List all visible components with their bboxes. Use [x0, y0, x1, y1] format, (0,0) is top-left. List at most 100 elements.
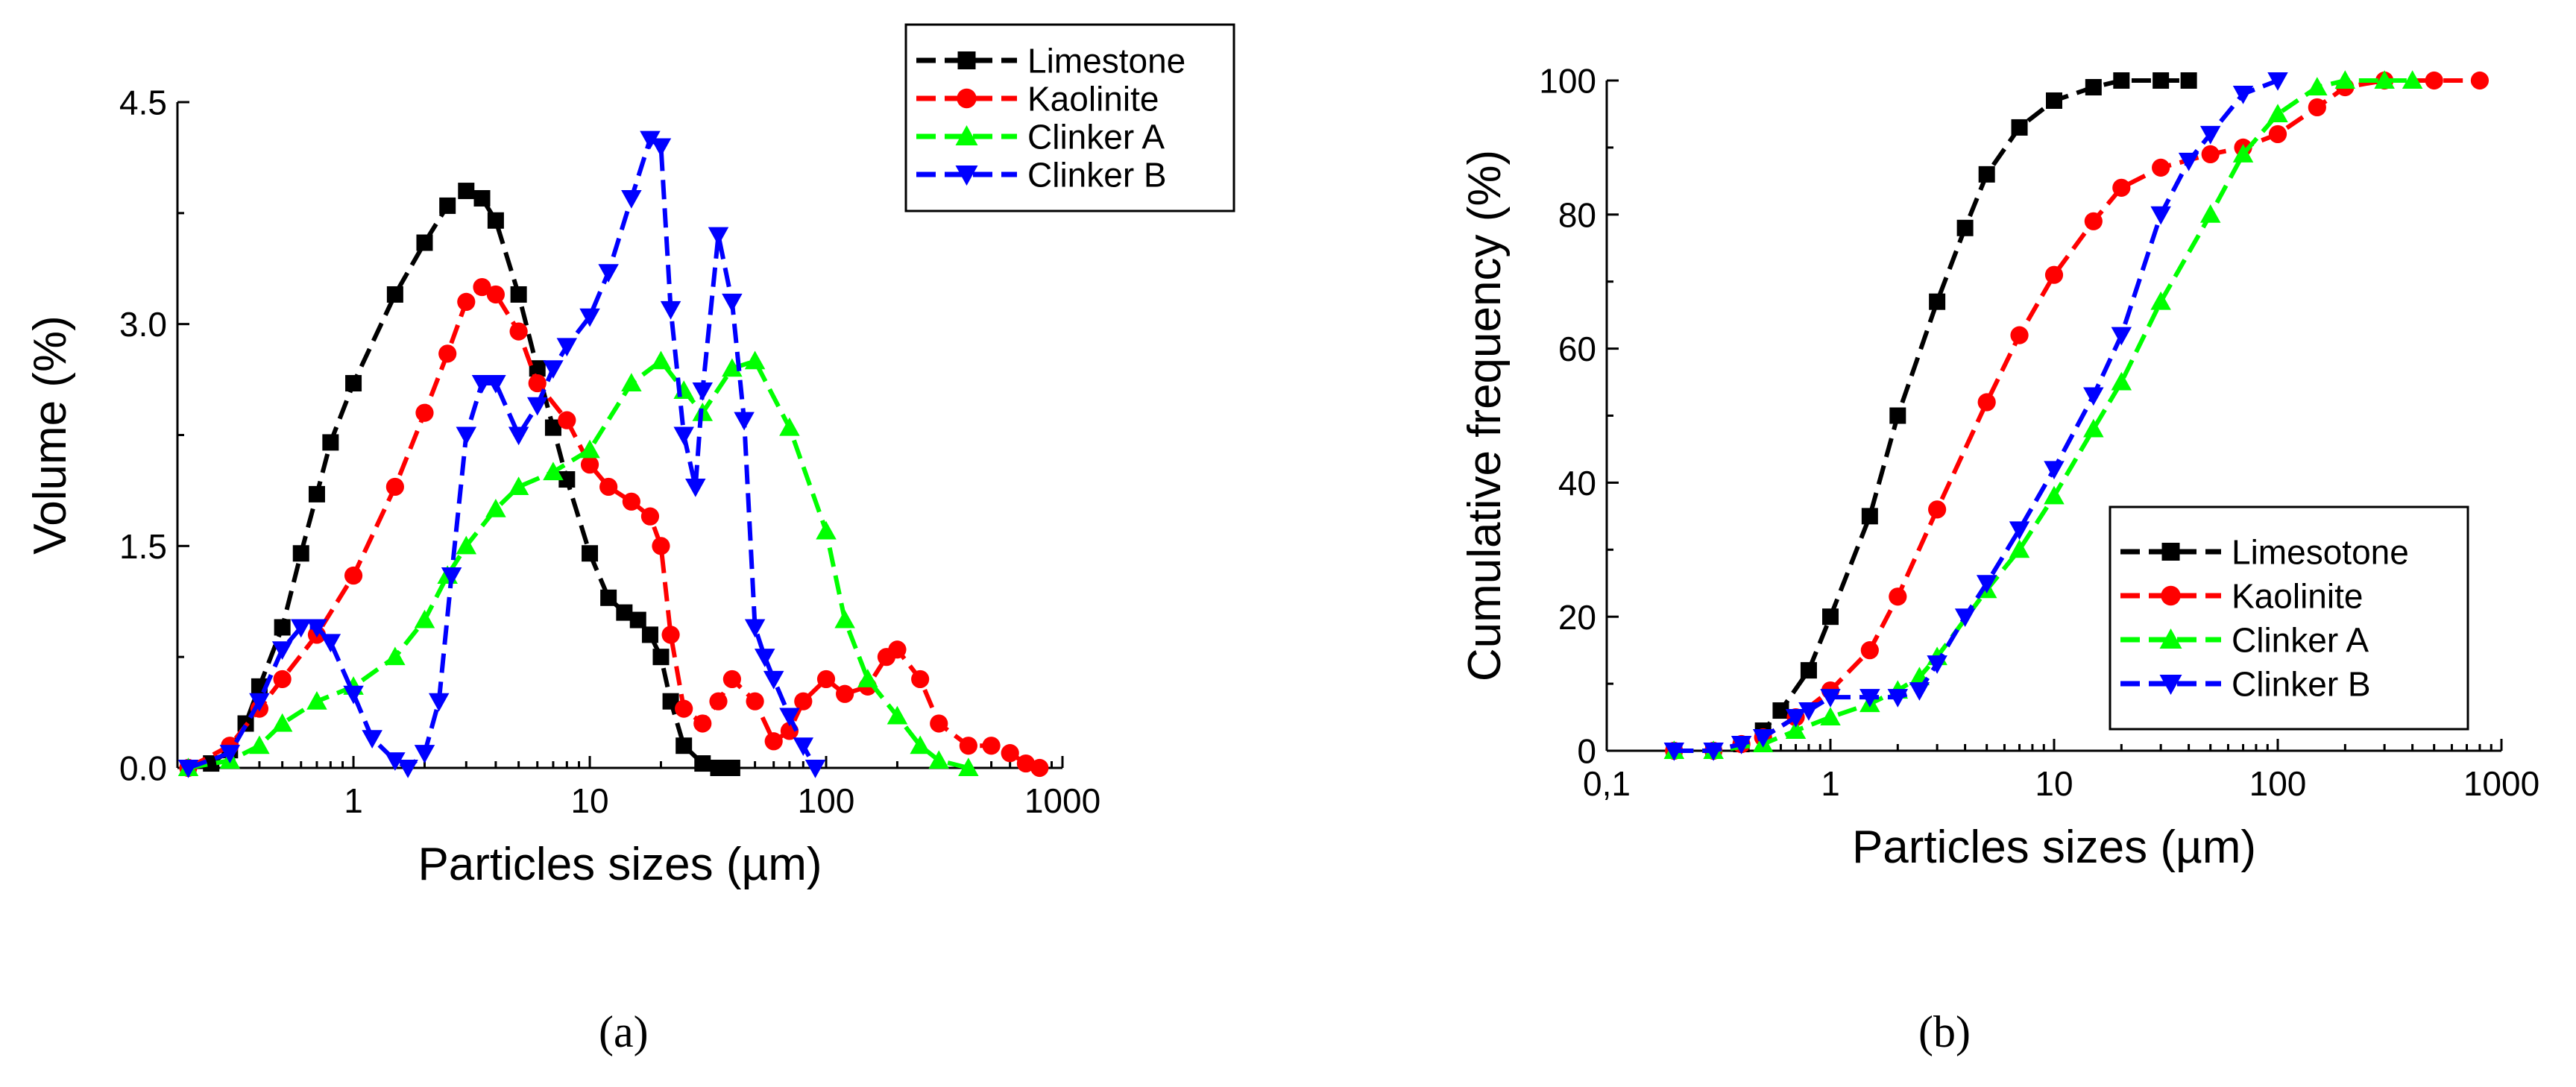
- x-tick-label: 1: [1821, 764, 1840, 803]
- data-point: [2180, 72, 2197, 89]
- data-point: [982, 737, 1001, 755]
- data-point: [1820, 689, 1841, 708]
- data-point: [271, 641, 293, 660]
- data-point: [2150, 291, 2171, 310]
- data-point: [1956, 219, 1974, 236]
- data-point: [2153, 72, 2170, 89]
- data-point: [1889, 407, 1906, 424]
- y-tick-label: 1.5: [119, 527, 167, 566]
- data-point: [754, 649, 775, 667]
- data-point: [2267, 72, 2288, 91]
- data-point: [2083, 387, 2104, 406]
- series-line: [187, 285, 1041, 770]
- data-point: [661, 626, 680, 644]
- data-point: [2334, 70, 2356, 89]
- data-point: [676, 737, 693, 754]
- data-point: [219, 745, 241, 763]
- data-point: [641, 626, 658, 643]
- y-tick-label: 3.0: [119, 305, 167, 344]
- data-point: [2308, 98, 2326, 117]
- data-point: [2011, 119, 2028, 136]
- y-tick-label: 100: [1539, 62, 1596, 101]
- data-point: [804, 760, 826, 778]
- data-point: [2425, 71, 2443, 90]
- data-point: [2111, 371, 2132, 391]
- data-point: [579, 308, 600, 327]
- data-point: [910, 735, 930, 754]
- data-point: [456, 426, 477, 446]
- data-point: [471, 375, 493, 394]
- data-point: [930, 714, 948, 733]
- data-point: [2083, 418, 2104, 438]
- data-point: [616, 604, 633, 621]
- data-point: [959, 737, 977, 755]
- data-point: [2044, 485, 2065, 505]
- data-point: [456, 535, 477, 555]
- data-point: [385, 646, 406, 666]
- data-point: [764, 732, 783, 751]
- data-point: [457, 292, 476, 311]
- data-point: [1977, 393, 1996, 412]
- data-point: [273, 669, 292, 689]
- data-point: [629, 611, 646, 628]
- data-point: [2470, 71, 2490, 90]
- data-point: [673, 426, 694, 446]
- data-point: [887, 705, 908, 725]
- data-point: [709, 692, 728, 711]
- data-point: [487, 212, 504, 229]
- data-point: [510, 286, 527, 303]
- legend: Limesotone Kaolinite Clinker A Clinker B: [2109, 505, 2469, 731]
- data-point: [1820, 707, 1841, 726]
- data-point: [1859, 689, 1880, 708]
- data-point: [544, 419, 561, 436]
- legend-label-clinker-a: Clinker A: [1027, 118, 1165, 157]
- legend-label-kaolinite: Kaolinite: [2232, 577, 2363, 616]
- data-point: [793, 737, 814, 756]
- data-point: [308, 485, 325, 502]
- x-tick-label: 1000: [1024, 781, 1100, 820]
- data-point: [526, 397, 548, 416]
- legend-label-clinker-a: Clinker A: [2232, 621, 2369, 660]
- data-point: [306, 690, 327, 710]
- data-point: [579, 439, 600, 459]
- data-point: [438, 344, 457, 363]
- series-clinker-b: [1663, 72, 2288, 761]
- data-point: [744, 619, 766, 638]
- data-point: [415, 403, 434, 422]
- data-point: [928, 750, 950, 769]
- x-tick-label: 1000: [2463, 764, 2539, 803]
- data-point: [2084, 212, 2103, 230]
- data-point: [509, 322, 528, 341]
- panel-label-b: (b): [1918, 1007, 1971, 1056]
- data-point: [685, 478, 706, 497]
- data-point: [1030, 758, 1049, 778]
- chart-a: 1 10 100 1000 0.0 1.5 3.0 4.5 Particles sizes (µ…: [25, 23, 1235, 890]
- legend-marker-clinker-a: [2159, 628, 2182, 649]
- data-point: [529, 360, 546, 377]
- x-tick-label: 10: [2035, 764, 2073, 803]
- data-point: [416, 234, 433, 251]
- legend-marker-clinker-a: [955, 125, 978, 145]
- data-point: [385, 752, 406, 771]
- legend-label-kaolinite: Kaolinite: [1027, 80, 1159, 119]
- data-point: [543, 461, 564, 481]
- data-point: [857, 669, 878, 687]
- data-point: [439, 197, 456, 214]
- data-point: [203, 755, 220, 772]
- data-point: [598, 264, 619, 283]
- data-point: [622, 492, 640, 511]
- data-point: [1929, 293, 1946, 310]
- data-point: [662, 693, 679, 710]
- data-point: [650, 350, 672, 370]
- data-point: [1001, 744, 1019, 763]
- data-point: [722, 293, 743, 312]
- data-point: [543, 360, 564, 379]
- data-point: [485, 375, 506, 394]
- data-point: [1909, 682, 1930, 701]
- data-point: [1978, 166, 1995, 183]
- data-point: [723, 760, 740, 776]
- data-point: [414, 745, 435, 763]
- data-point: [441, 567, 462, 586]
